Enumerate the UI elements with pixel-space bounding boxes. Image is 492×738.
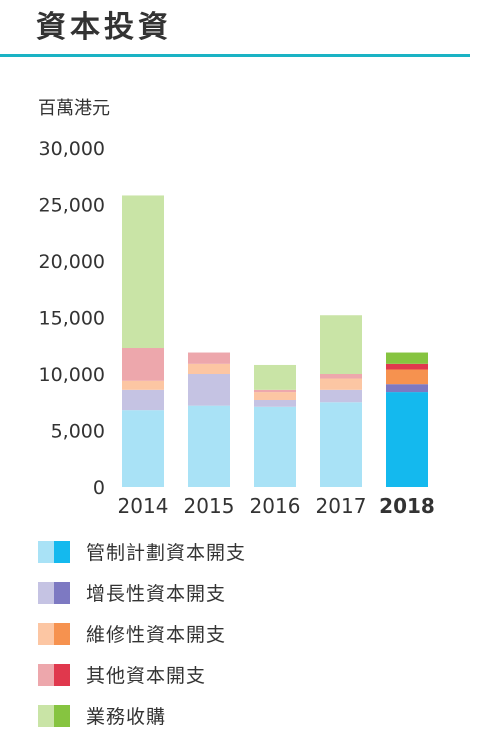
legend-label: 管制計劃資本開支	[86, 542, 247, 564]
bar-segment	[122, 195, 164, 349]
x-tick-label: 2014	[118, 494, 169, 518]
y-tick-label: 20,000	[39, 251, 105, 273]
legend-item: 其他資本開支	[38, 661, 338, 689]
bar-segment	[188, 363, 230, 374]
legend-swatch	[38, 664, 70, 686]
legend-label: 維修性資本開支	[86, 624, 227, 646]
legend-label: 其他資本開支	[86, 665, 207, 687]
y-tick-label: 15,000	[39, 308, 105, 330]
bar-segment	[188, 352, 230, 364]
legend-label: 增長性資本開支	[86, 583, 227, 605]
bar-segment	[386, 392, 428, 487]
legend-swatch	[38, 623, 70, 645]
bar-segment	[188, 405, 230, 487]
y-tick-label: 30,000	[39, 138, 105, 160]
legend-item: 增長性資本開支	[38, 579, 338, 607]
legend-swatch	[38, 705, 70, 727]
page-title: 資本投資	[36, 10, 172, 45]
legend-item: 管制計劃資本開支	[38, 538, 338, 566]
bar-segment	[320, 389, 362, 403]
bar-segment	[254, 392, 296, 400]
x-tick-label: 2015	[184, 494, 235, 518]
bar-segment	[122, 389, 164, 411]
bar-segment	[254, 399, 296, 407]
bar-segment	[122, 410, 164, 487]
legend-swatch	[38, 582, 70, 604]
bar-segment	[386, 352, 428, 364]
y-tick-label: 25,000	[39, 195, 105, 217]
bar-segment	[320, 402, 362, 487]
bar-segment	[386, 384, 428, 393]
legend-swatch	[38, 541, 70, 563]
y-tick-label: 5,000	[51, 421, 105, 443]
bar-segment	[320, 374, 362, 379]
bar-segment	[320, 378, 362, 390]
x-tick-label: 2017	[316, 494, 367, 518]
bar-segment	[122, 380, 164, 390]
stacked-bar-chart: 0 5,000 10,000 15,000 20,000 25,000 30,000 2014…	[39, 138, 435, 518]
y-axis-unit-label: 百萬港元	[38, 98, 110, 119]
bar-segment	[320, 315, 362, 374]
bar-segment	[254, 406, 296, 487]
bar-segment	[386, 363, 428, 370]
bar-segment	[188, 374, 230, 406]
x-tick-label: 2016	[250, 494, 301, 518]
bar-segment	[254, 389, 296, 393]
bar-segment	[386, 369, 428, 385]
x-tick-label: 2018	[379, 494, 435, 518]
title-divider	[0, 54, 470, 57]
legend-label: 業務收購	[86, 706, 167, 728]
legend-item: 業務收購	[38, 702, 338, 730]
bar-segment	[254, 364, 296, 390]
bar-segment	[122, 348, 164, 381]
y-tick-label: 10,000	[39, 364, 105, 386]
legend-item: 維修性資本開支	[38, 620, 338, 648]
y-tick-label: 0	[93, 477, 105, 499]
